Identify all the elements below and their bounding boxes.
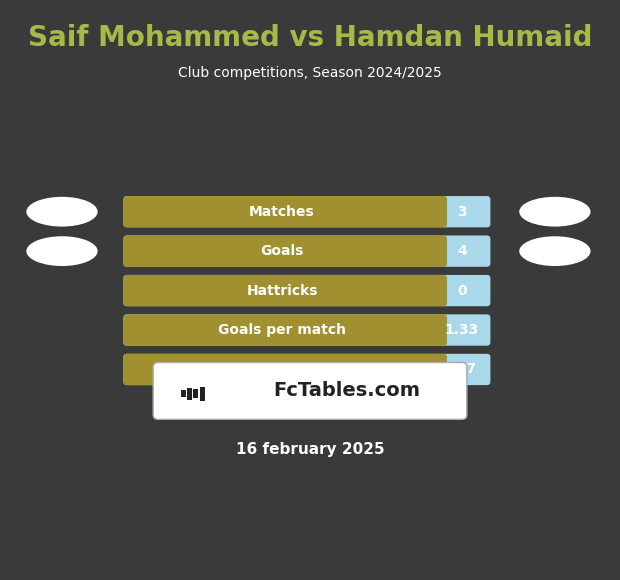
FancyBboxPatch shape bbox=[428, 200, 443, 224]
Text: 0: 0 bbox=[457, 284, 467, 298]
Text: 1.33: 1.33 bbox=[445, 323, 479, 337]
Text: Saif Mohammed vs Hamdan Humaid: Saif Mohammed vs Hamdan Humaid bbox=[28, 24, 592, 52]
Text: 3: 3 bbox=[457, 205, 467, 219]
Text: 117: 117 bbox=[448, 362, 476, 376]
FancyBboxPatch shape bbox=[200, 387, 205, 401]
Text: 16 february 2025: 16 february 2025 bbox=[236, 442, 384, 457]
FancyBboxPatch shape bbox=[123, 314, 490, 346]
FancyBboxPatch shape bbox=[123, 354, 447, 385]
Ellipse shape bbox=[520, 236, 590, 266]
Text: 4: 4 bbox=[457, 244, 467, 258]
FancyBboxPatch shape bbox=[428, 278, 443, 303]
FancyBboxPatch shape bbox=[193, 390, 198, 398]
Ellipse shape bbox=[26, 197, 98, 227]
Text: Club competitions, Season 2024/2025: Club competitions, Season 2024/2025 bbox=[178, 66, 442, 79]
FancyBboxPatch shape bbox=[428, 357, 443, 382]
Text: Goals per match: Goals per match bbox=[218, 323, 346, 337]
FancyBboxPatch shape bbox=[187, 388, 192, 400]
Text: Hattricks: Hattricks bbox=[246, 284, 318, 298]
FancyBboxPatch shape bbox=[123, 275, 447, 306]
FancyBboxPatch shape bbox=[428, 239, 443, 263]
FancyBboxPatch shape bbox=[123, 314, 447, 346]
FancyBboxPatch shape bbox=[123, 354, 490, 385]
Text: FcTables.com: FcTables.com bbox=[273, 382, 420, 400]
FancyBboxPatch shape bbox=[153, 362, 467, 419]
FancyBboxPatch shape bbox=[123, 235, 447, 267]
FancyBboxPatch shape bbox=[123, 196, 490, 227]
FancyBboxPatch shape bbox=[123, 196, 447, 227]
FancyBboxPatch shape bbox=[181, 390, 186, 397]
FancyBboxPatch shape bbox=[123, 235, 490, 267]
Ellipse shape bbox=[520, 197, 590, 227]
FancyBboxPatch shape bbox=[428, 318, 443, 342]
Text: Matches: Matches bbox=[249, 205, 315, 219]
FancyBboxPatch shape bbox=[123, 275, 490, 306]
Text: Goals: Goals bbox=[260, 244, 304, 258]
Ellipse shape bbox=[26, 236, 98, 266]
Text: Min per goal: Min per goal bbox=[233, 362, 331, 376]
